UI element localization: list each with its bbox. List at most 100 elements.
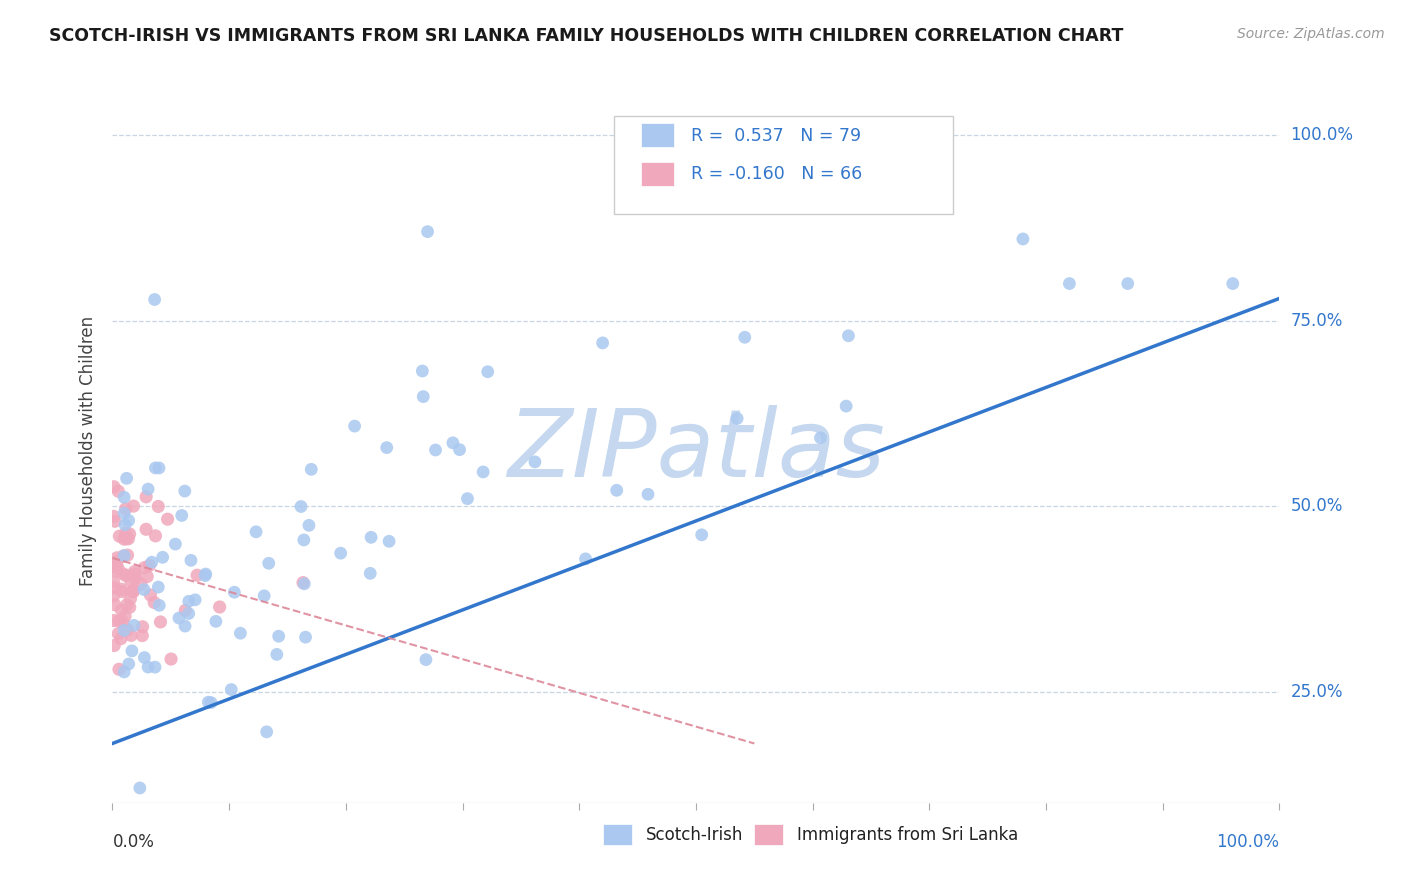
Point: [122, 584, 145, 599]
Point: [245, 524, 267, 539]
Point: [108, 662, 131, 676]
Point: [200, 696, 222, 710]
Point: [132, 582, 155, 597]
Point: [292, 576, 315, 591]
Point: [104, 555, 127, 569]
FancyBboxPatch shape: [603, 824, 631, 845]
Point: [117, 623, 139, 637]
Point: [472, 465, 495, 479]
Point: [143, 595, 166, 609]
Point: [734, 330, 756, 344]
Point: [360, 530, 382, 544]
Point: [138, 558, 160, 573]
Point: [115, 471, 138, 485]
Point: [121, 584, 143, 599]
Point: [148, 599, 170, 613]
Point: [108, 614, 131, 628]
Point: [143, 293, 166, 307]
Point: [174, 603, 197, 617]
Point: [114, 501, 136, 516]
Point: [299, 462, 322, 476]
Point: [117, 548, 139, 562]
Point: [136, 660, 159, 674]
Point: [165, 537, 187, 551]
Point: [115, 568, 138, 582]
Point: [121, 644, 143, 658]
Text: 75.0%: 75.0%: [1291, 311, 1343, 330]
Point: [152, 550, 174, 565]
Point: [173, 484, 195, 499]
Point: [412, 390, 434, 404]
Point: [107, 626, 129, 640]
Point: [145, 461, 167, 475]
Point: [592, 335, 614, 350]
Point: [229, 626, 252, 640]
Point: [194, 568, 217, 582]
Point: [105, 550, 128, 565]
Text: 100.0%: 100.0%: [1291, 126, 1354, 145]
Point: [1116, 277, 1139, 291]
Point: [141, 555, 163, 569]
Point: [107, 484, 129, 499]
Point: [112, 549, 135, 563]
Point: [103, 589, 125, 603]
Point: [124, 571, 146, 585]
Point: [114, 609, 136, 624]
Point: [143, 660, 166, 674]
Point: [257, 556, 280, 570]
Point: [449, 442, 471, 457]
Point: [292, 533, 315, 547]
Point: [103, 574, 125, 589]
Point: [267, 629, 290, 643]
Point: [359, 566, 381, 581]
Point: [103, 614, 125, 628]
Point: [135, 522, 157, 536]
Point: [103, 509, 125, 524]
Point: [441, 435, 464, 450]
Point: [111, 615, 134, 629]
Point: [108, 529, 131, 543]
Point: [290, 500, 312, 514]
Point: [120, 628, 142, 642]
Point: [114, 517, 136, 532]
Point: [219, 682, 242, 697]
Point: [197, 695, 219, 709]
Text: Source: ZipAtlas.com: Source: ZipAtlas.com: [1237, 27, 1385, 41]
Text: R = -0.160   N = 66: R = -0.160 N = 66: [692, 165, 862, 184]
Point: [156, 512, 179, 526]
Point: [294, 630, 316, 644]
FancyBboxPatch shape: [755, 824, 783, 845]
Point: [128, 780, 150, 795]
Point: [115, 532, 138, 546]
Point: [174, 619, 197, 633]
Point: [103, 581, 125, 595]
Point: [160, 652, 183, 666]
Point: [118, 527, 141, 541]
Point: [1012, 232, 1035, 246]
Point: [298, 518, 321, 533]
Text: SCOTCH-IRISH VS IMMIGRANTS FROM SRI LANKA FAMILY HOUSEHOLDS WITH CHILDREN CORREL: SCOTCH-IRISH VS IMMIGRANTS FROM SRI LANK…: [49, 27, 1123, 45]
Point: [124, 566, 146, 581]
Point: [456, 491, 478, 506]
Point: [122, 582, 145, 597]
Point: [115, 598, 138, 612]
Point: [177, 594, 200, 608]
Point: [139, 588, 162, 602]
Point: [194, 567, 217, 582]
FancyBboxPatch shape: [641, 161, 673, 186]
Point: [118, 600, 141, 615]
Y-axis label: Family Households with Children: Family Households with Children: [79, 316, 97, 585]
Point: [118, 657, 141, 671]
Point: [135, 490, 157, 504]
Point: [134, 650, 156, 665]
Point: [170, 508, 193, 523]
Point: [148, 461, 170, 475]
Point: [120, 574, 142, 588]
Point: [167, 611, 190, 625]
Text: R =  0.537   N = 79: R = 0.537 N = 79: [692, 127, 862, 145]
Point: [177, 607, 200, 621]
Point: [131, 620, 153, 634]
Point: [112, 490, 135, 504]
Point: [112, 506, 135, 520]
Point: [112, 549, 135, 564]
